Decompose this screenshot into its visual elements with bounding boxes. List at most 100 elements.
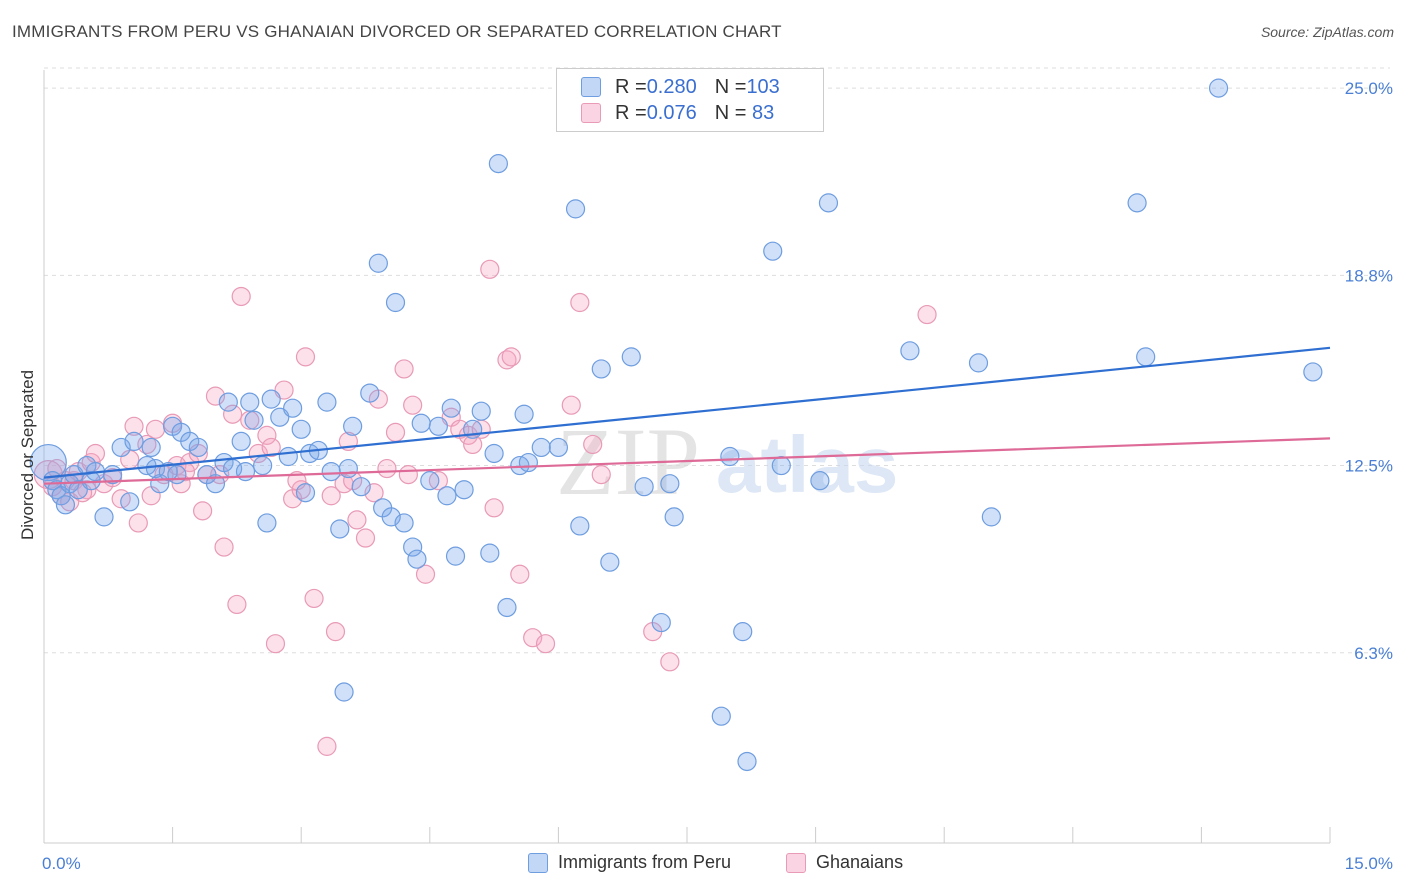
- peru-point: [810, 471, 830, 491]
- ghanaians-point: [223, 404, 243, 424]
- ghanaians-point: [415, 564, 436, 584]
- peru-point: [634, 477, 654, 497]
- peru-point: [240, 392, 260, 412]
- peru-point: [351, 477, 371, 497]
- legend-swatch-peru: [528, 852, 548, 873]
- legend-label-peru: Immigrants from Peru: [558, 852, 732, 872]
- peru-point: [514, 404, 534, 424]
- peru-point: [565, 199, 586, 219]
- peru-point: [368, 253, 388, 273]
- ghanaians-point: [501, 347, 521, 367]
- peru-point: [651, 612, 671, 633]
- ghanaians-point: [403, 395, 423, 415]
- peru-point: [141, 437, 161, 458]
- ghanaians-point: [124, 416, 144, 436]
- peru-point: [720, 446, 740, 467]
- peru-point: [360, 383, 380, 403]
- ghanaians-point: [583, 434, 603, 455]
- peru-point: [900, 341, 920, 361]
- peru-point: [1208, 78, 1229, 98]
- ghanaians-point: [261, 437, 281, 458]
- peru-point: [428, 416, 448, 436]
- ghanaians-point: [295, 347, 316, 367]
- ghanaians-point: [347, 510, 367, 530]
- peru-point: [488, 154, 508, 174]
- peru-point: [570, 516, 590, 536]
- peru-point: [330, 519, 350, 539]
- peru-point: [454, 480, 474, 500]
- peru-point: [818, 193, 839, 213]
- ghanaians-point: [480, 259, 500, 279]
- ghanaians-point: [570, 292, 590, 313]
- ghanaians-point: [377, 458, 397, 479]
- peru-point: [55, 495, 76, 515]
- peru-point: [497, 597, 517, 618]
- ghanaians-point: [510, 564, 530, 584]
- ghanaians-point: [398, 465, 418, 485]
- peru-trend-line: [43, 346, 1331, 479]
- peru-point: [257, 513, 277, 533]
- peru-point: [411, 413, 431, 433]
- ghanaians-trend-line: [43, 437, 1331, 485]
- ghanaians-point: [231, 286, 251, 307]
- peru-point: [733, 622, 753, 642]
- peru-point: [124, 431, 144, 452]
- ghanaians-point: [321, 486, 341, 506]
- peru-point: [968, 353, 989, 373]
- peru-point: [283, 398, 303, 418]
- peru-point: [621, 347, 641, 367]
- peru-point: [253, 455, 273, 476]
- ghanaians-point: [660, 652, 680, 672]
- legend-item-peru[interactable]: Immigrants from Peru: [528, 852, 731, 873]
- peru-point: [407, 549, 427, 569]
- chart-title: IMMIGRANTS FROM PERU VS GHANAIAN DIVORCE…: [12, 22, 782, 41]
- y-tick-label: 25.0%: [1345, 79, 1393, 98]
- peru-point: [981, 507, 1001, 527]
- peru-point: [484, 443, 504, 464]
- peru-point: [518, 452, 538, 473]
- ghanaians-point: [214, 537, 234, 557]
- peru-point: [261, 389, 281, 409]
- chart-source: Source: ZipAtlas.com: [1260, 24, 1394, 40]
- peru-point: [420, 471, 440, 491]
- peru-point: [771, 455, 791, 476]
- legend-item-ghanaians[interactable]: Ghanaians: [786, 852, 903, 873]
- y-axis-label: Divorced or Separated: [18, 369, 37, 541]
- peru-point: [317, 392, 337, 412]
- peru-point: [664, 507, 684, 527]
- legend-r-value: 0.076: [646, 101, 697, 124]
- legend-n-label: N =: [714, 75, 747, 98]
- peru-point: [1136, 347, 1156, 367]
- peru-point: [394, 513, 414, 533]
- legend-swatch-peru: [581, 77, 601, 97]
- legend-swatch-ghanaians: [581, 103, 601, 123]
- legend-n-value: 83: [746, 101, 775, 124]
- ghanaians-point: [128, 513, 148, 533]
- legend-row-ghanaians: R = 0.076 N = 83: [581, 101, 774, 125]
- peru-point: [737, 751, 757, 772]
- peru-point: [403, 537, 423, 557]
- ghanaians-point: [535, 634, 556, 654]
- ghanaians-point: [385, 422, 406, 442]
- ghanaians-point: [561, 395, 581, 415]
- legend-n-label: N =: [714, 101, 747, 124]
- ghanaians-point: [227, 594, 247, 615]
- correlation-legend: R = 0.280 N = 103 R = 0.076 N = 83: [556, 68, 824, 132]
- legend-swatch-ghanaians: [786, 852, 806, 873]
- peru-point: [295, 483, 316, 503]
- ghanaians-point: [917, 304, 937, 325]
- ghanaians-point: [257, 425, 277, 445]
- peru-point: [531, 437, 551, 458]
- y-tick-label: 6.3%: [1354, 644, 1393, 663]
- peru-point: [660, 474, 680, 494]
- ghanaians-point: [304, 588, 324, 609]
- y-tick-label: 18.8%: [1345, 266, 1393, 285]
- legend-r-label: R =: [615, 101, 647, 124]
- ghanaians-point: [355, 528, 376, 548]
- legend-label-ghanaians: Ghanaians: [816, 852, 904, 872]
- peru-point: [445, 546, 466, 566]
- peru-point: [29, 443, 67, 482]
- trend-lines: [43, 346, 1331, 485]
- legend-n-value: 103: [746, 75, 780, 98]
- ghanaians-point: [193, 501, 213, 521]
